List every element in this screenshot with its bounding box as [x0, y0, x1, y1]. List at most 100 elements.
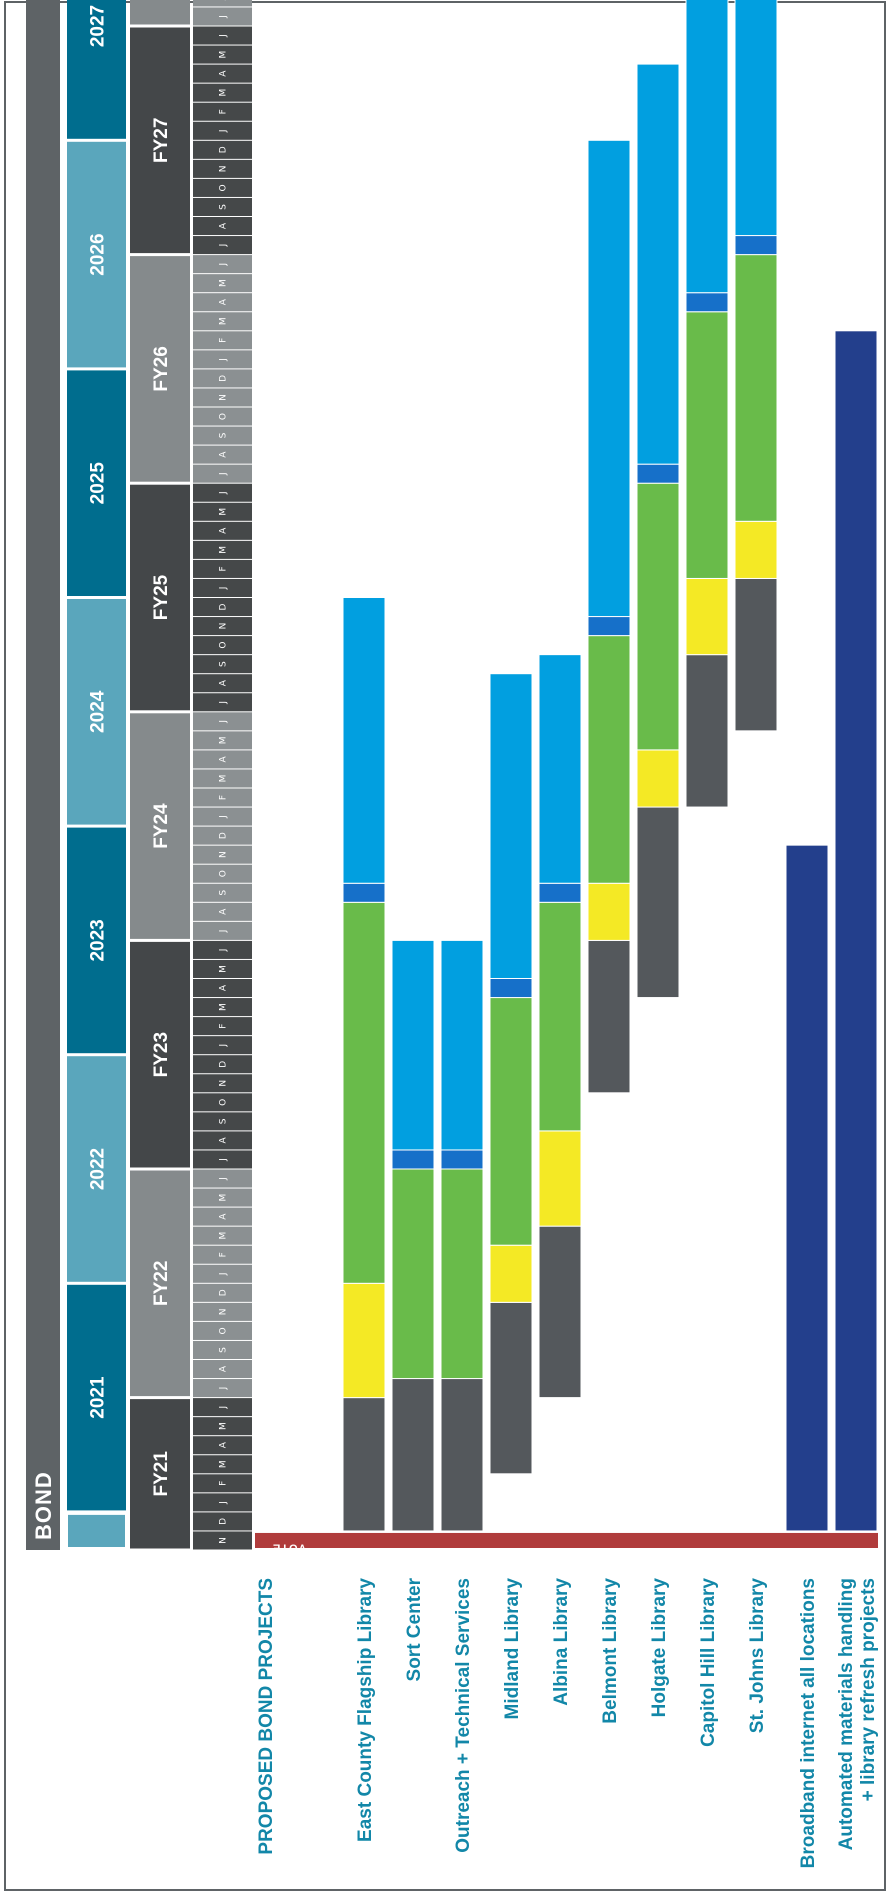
project-bar-group [734, 0, 778, 732]
phase-bar [685, 292, 729, 313]
month-label: S [219, 890, 229, 896]
year-label: 2025 [88, 462, 109, 505]
year-label: 2027 [88, 5, 109, 47]
project-bar-group [342, 597, 386, 1532]
phase-bar [440, 939, 484, 1151]
month-cell [193, 598, 252, 617]
month-label: M [219, 51, 229, 59]
month-cell [193, 1017, 252, 1036]
month-label: D [219, 375, 229, 382]
month-label: J [219, 244, 229, 248]
month-cell [193, 788, 252, 807]
phase-bar [834, 330, 878, 1532]
month-label: A [219, 679, 229, 686]
month-cell [193, 1283, 252, 1302]
month-cell [193, 293, 252, 312]
month-cell [193, 426, 252, 445]
month-label: D [219, 1518, 229, 1525]
phase-bar [685, 0, 729, 294]
month-cell [193, 502, 252, 521]
year-label: 2022 [88, 1148, 109, 1190]
month-label: D [219, 1061, 229, 1068]
month-label: J [219, 1387, 229, 1391]
month-label: N [219, 851, 229, 858]
month-label: J [219, 720, 229, 724]
phase-bar [538, 1225, 582, 1399]
month-label: A [219, 527, 229, 534]
year-cell [67, 1056, 126, 1282]
month-label: J [219, 129, 229, 133]
fy-cell [130, 1399, 190, 1549]
fy-label: FY25 [151, 574, 172, 620]
month-cell [193, 1150, 252, 1169]
phase-bar [587, 139, 631, 618]
month-label: J [219, 1044, 229, 1048]
month-cell [193, 807, 252, 826]
project-label: Sort Center [404, 1577, 425, 1681]
month-label: J [219, 263, 229, 267]
month-cell [193, 1093, 252, 1112]
vote-label: VOTE [272, 1541, 306, 1553]
month-cell [193, 45, 252, 64]
month-label: N [219, 394, 229, 401]
month-label: J [219, 949, 229, 953]
month-label: J [219, 1406, 229, 1410]
phase-bar [636, 463, 680, 484]
projects-heading: PROPOSED BOND PROJECTS [256, 1578, 277, 1855]
phase-bar [391, 1149, 435, 1170]
month-label: F [219, 109, 229, 114]
month-cell [193, 617, 252, 636]
phase-bar [636, 806, 680, 999]
project-label: Capitol Hill Library [698, 1578, 719, 1747]
month-cell [193, 0, 252, 7]
month-cell [193, 1379, 252, 1398]
project-bar-group [538, 654, 582, 1399]
project-label: East County Flagship Library [355, 1578, 376, 1842]
month-cell [193, 940, 252, 959]
month-cell [193, 312, 252, 331]
month-cell [193, 826, 252, 845]
project-label: Midland Library [502, 1578, 523, 1720]
project-bar-group [685, 0, 729, 808]
bond-label: BOND [31, 1471, 56, 1540]
month-cell [193, 559, 252, 578]
month-label: M [219, 279, 229, 287]
month-cell [193, 83, 252, 102]
month-label: J [219, 930, 229, 934]
month-label: J [219, 1501, 229, 1505]
month-cell [193, 769, 252, 788]
phase-bar [440, 1149, 484, 1170]
month-cell [193, 1512, 252, 1531]
month-label: F [219, 795, 229, 800]
month-cell [193, 102, 252, 121]
month-cell [193, 1264, 252, 1283]
phase-bar [538, 901, 582, 1132]
month-cell [193, 1321, 252, 1340]
month-cell [193, 731, 252, 750]
month-label: M [219, 1422, 229, 1430]
phase-bar [391, 939, 435, 1151]
project-label: St. Johns Library [747, 1578, 768, 1734]
year-cell [67, 827, 126, 1054]
month-cell [193, 445, 252, 464]
month-label: N [219, 1080, 229, 1087]
fy-cell [130, 256, 190, 482]
phase-bar [391, 1378, 435, 1532]
month-cell [193, 979, 252, 998]
month-cell [193, 331, 252, 350]
month-cell [193, 521, 252, 540]
project-bar-group [587, 139, 631, 1094]
month-label: M [219, 89, 229, 97]
phase-bar [587, 616, 631, 637]
month-label: A [219, 222, 229, 229]
month-cell [193, 845, 252, 864]
month-label: O [219, 184, 229, 191]
month-label: F [219, 1252, 229, 1257]
year-cell [67, 0, 126, 139]
fy-cell [130, 713, 190, 939]
month-cell [193, 388, 252, 407]
month-label: J [219, 34, 229, 38]
phase-bar [489, 1301, 533, 1475]
year-cell [67, 141, 126, 368]
